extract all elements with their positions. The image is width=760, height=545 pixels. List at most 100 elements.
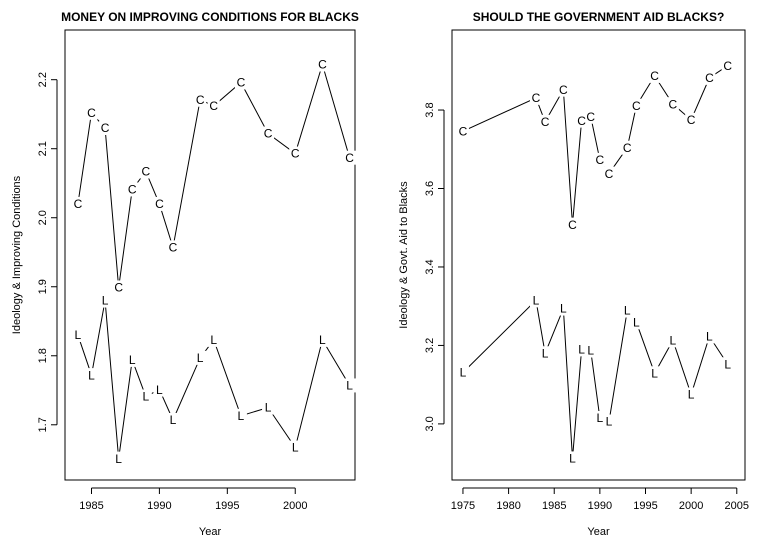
point-marker: C: [596, 153, 605, 167]
point-marker: C: [128, 183, 137, 197]
marker-gap: [126, 352, 139, 367]
point-marker: C: [141, 165, 150, 179]
point-marker: L: [706, 330, 713, 344]
marker-gap: [602, 414, 615, 429]
point-marker: C: [114, 281, 123, 295]
plot-box: [64, 29, 356, 481]
marker-gap: [85, 368, 98, 383]
point-marker: C: [264, 127, 273, 141]
point-marker: C: [577, 114, 586, 128]
marker-gap: [721, 357, 734, 372]
marker-gap: [234, 408, 247, 423]
point-marker: C: [291, 147, 300, 161]
marker-gap: [207, 332, 220, 347]
marker-gap: [194, 92, 207, 107]
point-marker: C: [209, 99, 218, 113]
point-marker: L: [102, 294, 109, 308]
plot-box: [451, 29, 746, 481]
point-marker: C: [541, 115, 550, 129]
marker-gap: [166, 412, 179, 427]
marker-gap: [139, 164, 152, 179]
y-tick-label: 1.8: [37, 348, 49, 363]
marker-gap: [630, 98, 643, 113]
x-tick-label: 2000: [679, 500, 703, 512]
point-marker: L: [197, 351, 204, 365]
chart-title: SHOULD THE GOVERNMENT AID BLACKS?: [473, 10, 725, 24]
marker-gap: [112, 280, 125, 295]
y-tick-label: 3.4: [424, 259, 436, 274]
point-marker: C: [623, 141, 632, 155]
marker-gap: [262, 126, 275, 141]
point-marker: L: [533, 293, 540, 307]
marker-gap: [566, 451, 579, 466]
point-marker: L: [292, 441, 299, 455]
point-marker: L: [724, 357, 731, 371]
x-tick-label: 1990: [147, 500, 171, 512]
marker-gap: [557, 82, 570, 97]
point-marker: C: [586, 110, 595, 124]
marker-gap: [85, 105, 98, 120]
marker-gap: [139, 389, 152, 404]
x-tick-label: 1985: [79, 500, 103, 512]
point-marker: L: [633, 315, 640, 329]
y-tick-label: 2.0: [37, 210, 49, 225]
y-tick-label: 3.8: [424, 102, 436, 117]
point-marker: L: [460, 366, 467, 380]
marker-gap: [703, 329, 716, 344]
marker-gap: [539, 114, 552, 129]
point-marker: C: [632, 99, 641, 113]
marker-gap: [630, 315, 643, 330]
point-marker: C: [101, 121, 110, 135]
point-marker: C: [669, 97, 678, 111]
marker-gap: [289, 146, 302, 161]
point-marker: L: [651, 366, 658, 380]
point-marker: L: [88, 368, 95, 382]
point-marker: C: [687, 113, 696, 127]
marker-gap: [343, 150, 356, 165]
series-line: [77, 300, 350, 459]
point-marker: C: [705, 71, 714, 85]
point-marker: L: [569, 452, 576, 466]
point-marker: C: [532, 91, 541, 105]
y-tick-label: 2.2: [37, 72, 49, 87]
marker-gap: [99, 121, 112, 136]
x-tick-label: 1995: [633, 500, 657, 512]
point-marker: C: [196, 93, 205, 107]
marker-gap: [316, 332, 329, 347]
marker-gap: [71, 328, 84, 343]
marker-gap: [721, 58, 734, 73]
point-marker: L: [142, 390, 149, 404]
x-tick-label: 1995: [215, 500, 239, 512]
marker-gap: [99, 293, 112, 308]
point-marker: C: [650, 69, 659, 83]
marker-gap: [153, 382, 166, 397]
point-marker: L: [156, 383, 163, 397]
marker-gap: [194, 350, 207, 365]
y-tick-label: 3.6: [424, 181, 436, 196]
point-marker: L: [319, 333, 326, 347]
y-tick-label: 1.7: [37, 417, 49, 432]
point-marker: L: [238, 409, 245, 423]
marker-gap: [584, 109, 597, 124]
y-tick-label: 3.2: [424, 338, 436, 353]
x-axis-title: Year: [199, 526, 222, 538]
marker-gap: [621, 140, 634, 155]
point-marker: L: [265, 401, 272, 415]
marker-gap: [557, 301, 570, 316]
point-marker: C: [87, 106, 96, 120]
marker-gap: [575, 113, 588, 128]
marker-gap: [529, 293, 542, 308]
marker-gap: [456, 365, 469, 380]
point-marker: C: [169, 241, 178, 255]
marker-gap: [166, 240, 179, 255]
marker-gap: [262, 400, 275, 415]
marker-gap: [593, 411, 606, 426]
marker-gap: [153, 196, 166, 211]
marker-gap: [666, 333, 679, 348]
marker-gap: [566, 217, 579, 232]
series-line: [462, 299, 729, 459]
point-marker: L: [129, 353, 136, 367]
marker-gap: [207, 98, 220, 113]
point-marker: L: [624, 304, 631, 318]
